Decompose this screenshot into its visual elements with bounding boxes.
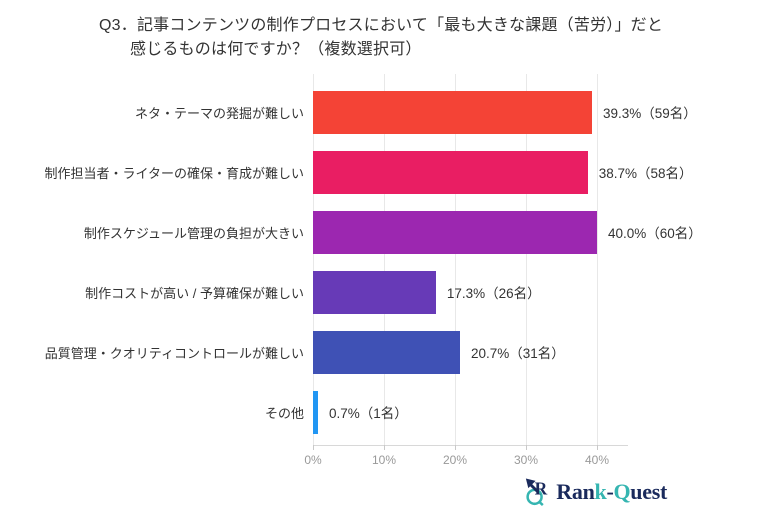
bar bbox=[313, 270, 436, 314]
value-label: 38.7%（58名） bbox=[598, 166, 693, 181]
brand-letter-segment: uest bbox=[630, 479, 667, 504]
value-label: 20.7%（31名） bbox=[470, 346, 565, 361]
category-label: 制作コストが高い / 予算確保が難しい bbox=[85, 285, 304, 301]
gridlines bbox=[313, 74, 629, 445]
gridline bbox=[313, 74, 314, 445]
x-axis-tick-label: 0% bbox=[304, 453, 322, 467]
gridline bbox=[597, 74, 598, 445]
bar-chart: ネタ・テーマの発掘が難しい 39.3%（59名） 制作担当者・ライターの確保・育… bbox=[0, 74, 768, 467]
rank-quest-logo-icon: R bbox=[526, 478, 548, 507]
x-axis-tick bbox=[526, 445, 527, 450]
x-axis-line bbox=[313, 445, 628, 446]
value-label: 0.7%（1名） bbox=[328, 406, 408, 421]
x-axis-tick bbox=[597, 445, 598, 450]
bar-row: 制作コストが高い / 予算確保が難しい 17.3%（26名） bbox=[0, 262, 768, 322]
category-label: 制作担当者・ライターの確保・育成が難しい bbox=[44, 165, 304, 181]
bar bbox=[313, 330, 460, 374]
chart-title: Q3．記事コンテンツの制作プロセスにおいて「最も大きな課題（苦労）」だと 感じる… bbox=[99, 14, 663, 62]
category-label: 品質管理・クオリティコントロールが難しい bbox=[44, 345, 304, 361]
bar bbox=[313, 390, 318, 434]
bar-row: その他 0.7%（1名） bbox=[0, 382, 768, 442]
bar bbox=[313, 150, 588, 194]
bar-rows: ネタ・テーマの発掘が難しい 39.3%（59名） 制作担当者・ライターの確保・育… bbox=[0, 82, 768, 442]
bar-track: 38.7%（58名） bbox=[313, 150, 768, 194]
brand-letter-segment: - bbox=[606, 479, 614, 504]
chart-title-line1: Q3．記事コンテンツの制作プロセスにおいて「最も大きな課題（苦労）」だと bbox=[99, 17, 664, 34]
x-axis: 0% 10% 20% 30% 40% bbox=[0, 445, 768, 477]
brand-letter-segment: Q bbox=[613, 479, 631, 504]
category-label: ネタ・テーマの発掘が難しい bbox=[134, 105, 304, 121]
x-axis-tick-label: 40% bbox=[584, 453, 610, 467]
bar-track: 0.7%（1名） bbox=[313, 390, 768, 434]
x-axis-tick bbox=[455, 445, 456, 450]
rank-quest-logo-text: Rank-Quest bbox=[556, 479, 667, 505]
value-label: 40.0%（60名） bbox=[608, 226, 702, 241]
bar-track: 39.3%（59名） bbox=[313, 90, 768, 134]
value-label: 17.3%（26名） bbox=[446, 286, 541, 301]
bar-row: 品質管理・クオリティコントロールが難しい 20.7%（31名） bbox=[0, 322, 768, 382]
bar-row: 制作担当者・ライターの確保・育成が難しい 38.7%（58名） bbox=[0, 142, 768, 202]
bar bbox=[313, 90, 593, 134]
bar-track: 20.7%（31名） bbox=[313, 330, 768, 374]
gridline bbox=[455, 74, 456, 445]
svg-text:R: R bbox=[535, 478, 548, 498]
x-axis-tick bbox=[384, 445, 385, 450]
gridline bbox=[384, 74, 385, 445]
brand-letter-segment: Ran bbox=[556, 479, 595, 504]
x-axis-tick-label: 10% bbox=[371, 453, 397, 467]
brand-letter-segment: k bbox=[594, 479, 607, 504]
bar-track: 17.3%（26名） bbox=[313, 270, 768, 314]
bar-track: 40.0%（60名） bbox=[313, 210, 768, 254]
bar-row: 制作スケジュール管理の負担が大きい 40.0%（60名） bbox=[0, 202, 768, 262]
bar bbox=[313, 210, 597, 254]
category-label: 制作スケジュール管理の負担が大きい bbox=[83, 225, 304, 241]
x-axis-tick-label: 20% bbox=[442, 453, 468, 467]
value-label: 39.3%（59名） bbox=[603, 106, 697, 121]
category-label: その他 bbox=[264, 405, 304, 421]
gridline bbox=[526, 74, 527, 445]
chart-title-line2: 感じるものは何ですか？（複数選択可） bbox=[130, 41, 422, 58]
rank-quest-logo: R Rank-Quest bbox=[522, 476, 667, 508]
x-axis-tick-label: 30% bbox=[513, 453, 539, 467]
bar-row: ネタ・テーマの発掘が難しい 39.3%（59名） bbox=[0, 82, 768, 142]
x-axis-tick bbox=[313, 445, 314, 450]
